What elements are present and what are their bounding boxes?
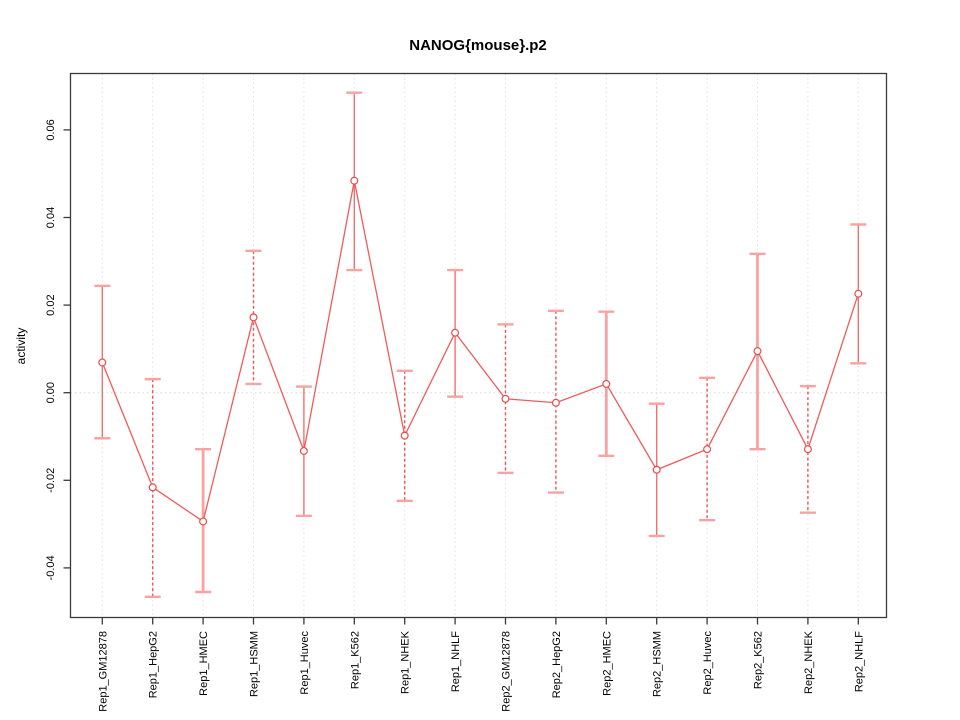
x-tick-label: Rep2_K562 bbox=[753, 631, 765, 689]
x-tick-label: Rep2_Huvec bbox=[702, 631, 714, 695]
data-point bbox=[98, 358, 107, 367]
data-point bbox=[602, 379, 611, 388]
data-point bbox=[753, 347, 762, 356]
data-point bbox=[400, 431, 409, 440]
x-tick-label: Rep1_NHEK bbox=[400, 630, 412, 694]
data-point bbox=[652, 465, 661, 474]
y-tick-label: 0.06 bbox=[45, 119, 57, 140]
y-axis-label: activity bbox=[14, 328, 28, 365]
x-tick-label: Rep2_HSMM bbox=[652, 631, 664, 697]
x-tick-label: Rep1_NHLF bbox=[450, 631, 462, 692]
x-tick-label: Rep2_GM12878 bbox=[501, 631, 513, 712]
data-point bbox=[501, 394, 510, 403]
data-point bbox=[451, 328, 460, 337]
data-point bbox=[299, 446, 308, 455]
y-tick-label: -0.04 bbox=[45, 555, 57, 580]
y-tick-label: 0.00 bbox=[45, 382, 57, 403]
x-tick-label: Rep1_HSMM bbox=[249, 631, 261, 697]
data-point bbox=[199, 517, 208, 526]
data-point bbox=[350, 176, 359, 185]
y-tick-label: 0.02 bbox=[45, 294, 57, 315]
data-point bbox=[703, 445, 712, 454]
data-point bbox=[148, 483, 157, 492]
plot-area: -0.04 -0.02 0.00 0.02 0.04 0.06 Rep1_GM12878 Re… bbox=[45, 72, 888, 712]
x-tick-label: Rep1_GM12878 bbox=[97, 631, 109, 712]
x-tick-label: Rep2_NHLF bbox=[853, 631, 865, 692]
data-point bbox=[803, 445, 812, 454]
x-tick-label: Rep2_NHEK bbox=[803, 630, 815, 694]
chart-title: NANOG{mouse}.p2 bbox=[409, 37, 547, 54]
x-tick-label: Rep1_Huvec bbox=[299, 631, 311, 695]
plot-box bbox=[69, 72, 888, 619]
data-point bbox=[854, 289, 863, 298]
x-tick-label: Rep1_HepG2 bbox=[148, 631, 160, 698]
x-tick-label: Rep1_K562 bbox=[349, 631, 361, 689]
data-point bbox=[551, 398, 560, 407]
x-tick-label: Rep2_HMEC bbox=[601, 631, 613, 696]
y-tick-label: -0.02 bbox=[45, 468, 57, 493]
series-line bbox=[101, 180, 859, 523]
data-point bbox=[249, 313, 258, 322]
x-tick-label: Rep1_HMEC bbox=[198, 631, 210, 696]
x-tick-label: Rep2_HepG2 bbox=[551, 631, 563, 698]
y-tick-label: 0.04 bbox=[45, 207, 57, 228]
